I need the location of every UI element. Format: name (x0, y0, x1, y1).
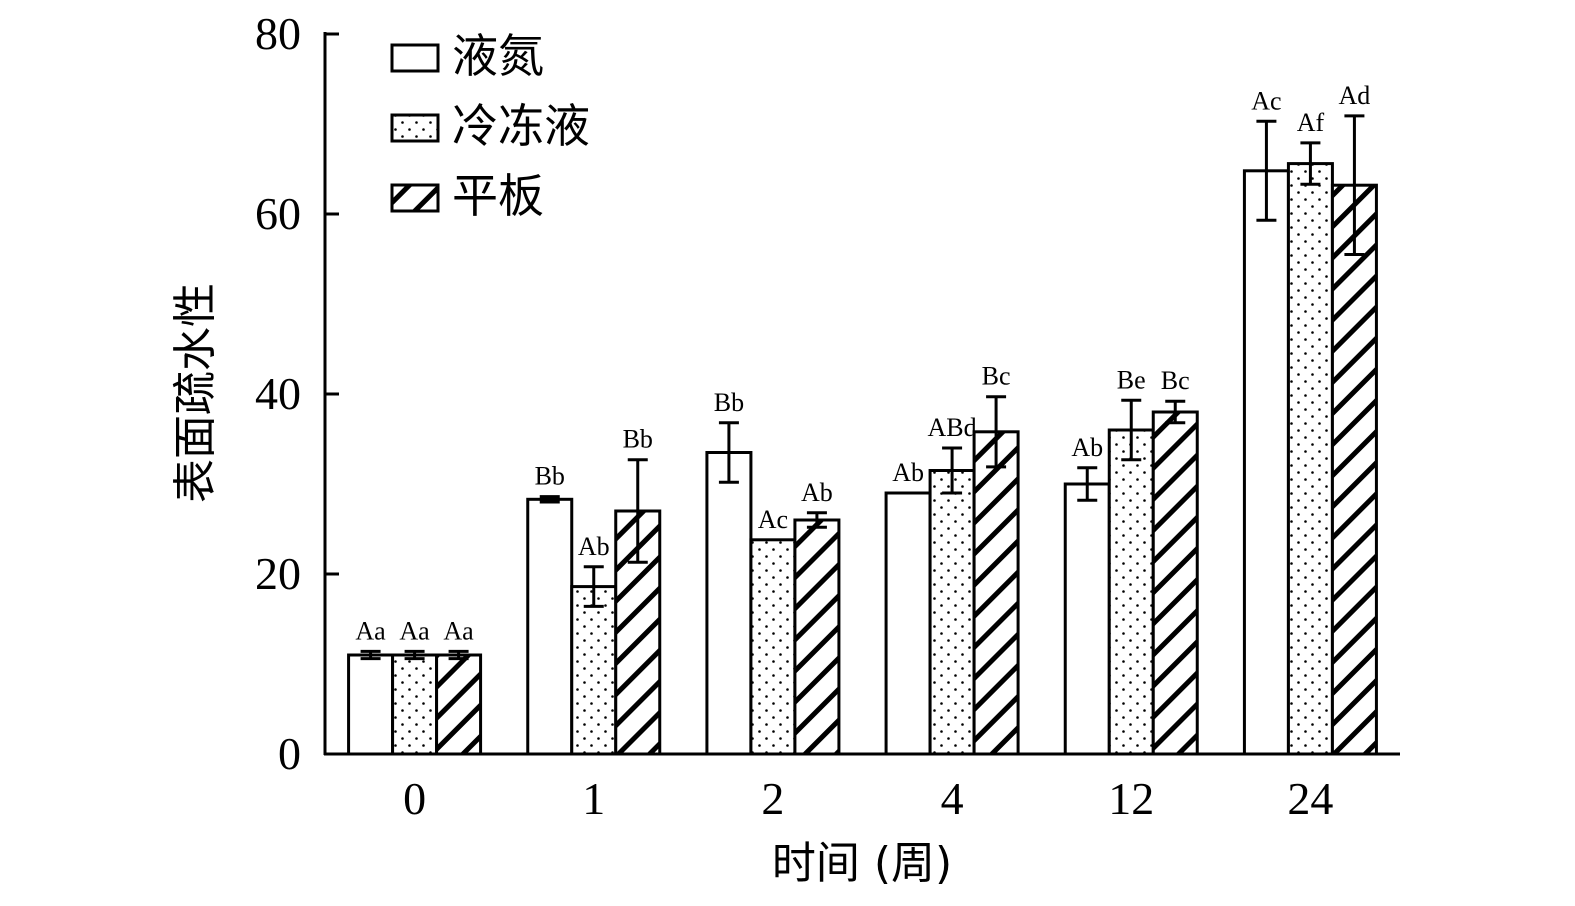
y-tick-label: 20 (255, 548, 301, 599)
significance-label: Bc (982, 362, 1011, 391)
bar (705, 451, 753, 756)
bar (793, 518, 841, 756)
significance-label: Ab (892, 458, 924, 487)
legend-swatch (390, 183, 440, 213)
x-tick-label: 2 (761, 773, 784, 824)
legend-label: 液氮 (452, 29, 544, 83)
x-tick-label: 12 (1108, 773, 1154, 824)
x-axis-ticks: 0 1 2 4 12 24 (403, 773, 1333, 824)
bar (1330, 183, 1378, 756)
bar (347, 653, 395, 756)
legend-label: 冷冻液 (452, 99, 590, 153)
y-axis-ticks: 0 20 40 60 80 (255, 8, 339, 779)
significance-label: Ab (578, 532, 610, 561)
x-tick-label: 24 (1287, 773, 1333, 824)
significance-label: Aa (443, 616, 474, 645)
bar (391, 653, 439, 756)
significance-label: Bb (714, 388, 744, 417)
significance-label: Bc (1161, 366, 1190, 395)
bar (1242, 169, 1290, 756)
significance-label: Ad (1339, 81, 1371, 110)
significance-label: Bb (623, 425, 653, 454)
bar (884, 491, 932, 756)
bar (435, 653, 483, 756)
significance-label: Aa (355, 616, 386, 645)
bar (749, 538, 797, 756)
significance-label: Be (1117, 365, 1146, 394)
bar (1107, 428, 1155, 756)
significance-label: Aa (399, 616, 430, 645)
significance-label: Bb (535, 462, 565, 491)
legend-label: 平板 (452, 169, 544, 223)
bar (570, 585, 618, 756)
significance-label: Ab (1071, 433, 1103, 462)
bar (1063, 482, 1111, 756)
x-axis-title: 时间 (周) (772, 838, 952, 889)
significance-label: Af (1297, 108, 1325, 137)
bar (1286, 162, 1334, 756)
legend-swatch (390, 113, 440, 143)
x-tick-label: 4 (941, 773, 964, 824)
y-tick-label: 0 (278, 728, 301, 779)
significance-label: Ac (758, 505, 788, 534)
y-tick-label: 40 (255, 368, 301, 419)
y-axis-title: 表面疏水性 (170, 283, 221, 503)
bar (928, 469, 976, 756)
y-tick-label: 80 (255, 8, 301, 59)
bar (972, 430, 1020, 756)
significance-label: Ab (801, 478, 833, 507)
x-tick-label: 0 (403, 773, 426, 824)
significance-label: ABd (928, 413, 977, 442)
bar (1151, 410, 1199, 756)
x-tick-label: 1 (582, 773, 605, 824)
significance-label: Ac (1251, 86, 1281, 115)
y-tick-label: 60 (255, 188, 301, 239)
bar (526, 497, 574, 756)
legend-swatch (390, 43, 440, 73)
